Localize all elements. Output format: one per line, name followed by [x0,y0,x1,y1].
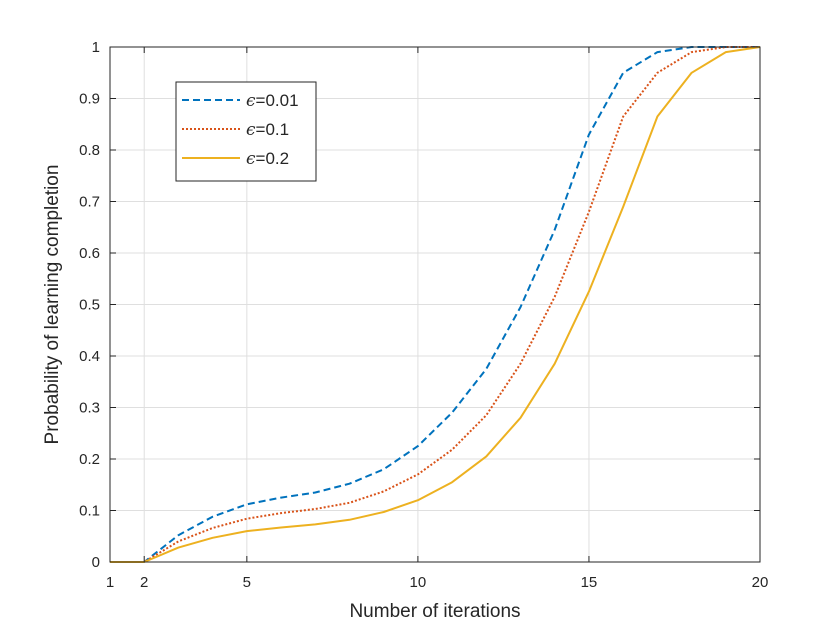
y-tick-label: 0.5 [79,297,100,314]
y-tick-label: 0.6 [79,245,100,262]
y-tick-label: 0 [92,554,100,571]
y-tick-label: 0.3 [79,400,100,417]
x-tick-label: 2 [140,574,148,591]
x-axis-label: Number of iterations [349,601,520,622]
y-tick-label: 1 [92,39,100,56]
legend-value: =0.1 [256,120,290,139]
y-tick-label: 0.7 [79,194,100,211]
legend-label: ϵ=0.1 [246,120,289,140]
y-tick-label: 0.1 [79,503,100,520]
y-tick-label: 0.8 [79,142,100,159]
y-axis-label: Probability of learning completion [42,165,63,445]
legend-value: =0.01 [256,91,299,110]
series-line [110,46,761,563]
legend-label: ϵ=0.01 [246,91,299,111]
legend-epsilon-symbol: ϵ [246,149,256,169]
legend-label: ϵ=0.2 [246,149,289,169]
legend: ϵ=0.01ϵ=0.1ϵ=0.2 [175,81,317,182]
legend-value: =0.2 [256,149,290,168]
series-lines [110,46,761,563]
series-line [110,46,760,563]
x-tick-label: 15 [581,574,598,591]
x-tick-label: 10 [410,574,427,591]
y-tick-label: 0.4 [79,348,100,365]
y-tick-label: 0.2 [79,451,100,468]
y-tick-label: 0.9 [79,91,100,108]
legend-epsilon-symbol: ϵ [246,120,256,140]
legend-epsilon-symbol: ϵ [246,91,256,111]
legend-box [175,81,317,182]
x-tick-label: 20 [752,574,769,591]
axis-ticks: 0 0.1 0.2 0.3 0.4 0.5 0.6 0.7 0.8 0.9 1 1 2 5 10 15 20 [79,39,768,591]
x-tick-label: 5 [243,574,251,591]
series-line [110,46,760,563]
x-tick-label: 1 [106,574,114,591]
